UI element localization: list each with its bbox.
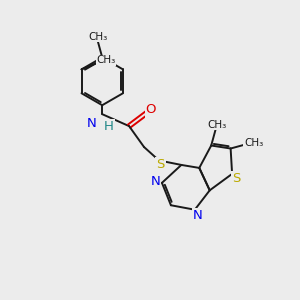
Text: N: N bbox=[87, 117, 97, 130]
Text: S: S bbox=[156, 158, 165, 171]
Text: H: H bbox=[104, 120, 114, 133]
Text: CH₃: CH₃ bbox=[88, 32, 107, 41]
Text: CH₃: CH₃ bbox=[244, 137, 263, 148]
Text: CH₃: CH₃ bbox=[96, 56, 116, 65]
Text: O: O bbox=[146, 103, 156, 116]
Text: S: S bbox=[232, 172, 240, 185]
Text: N: N bbox=[193, 208, 203, 222]
Text: CH₃: CH₃ bbox=[208, 120, 227, 130]
Text: N: N bbox=[151, 175, 160, 188]
